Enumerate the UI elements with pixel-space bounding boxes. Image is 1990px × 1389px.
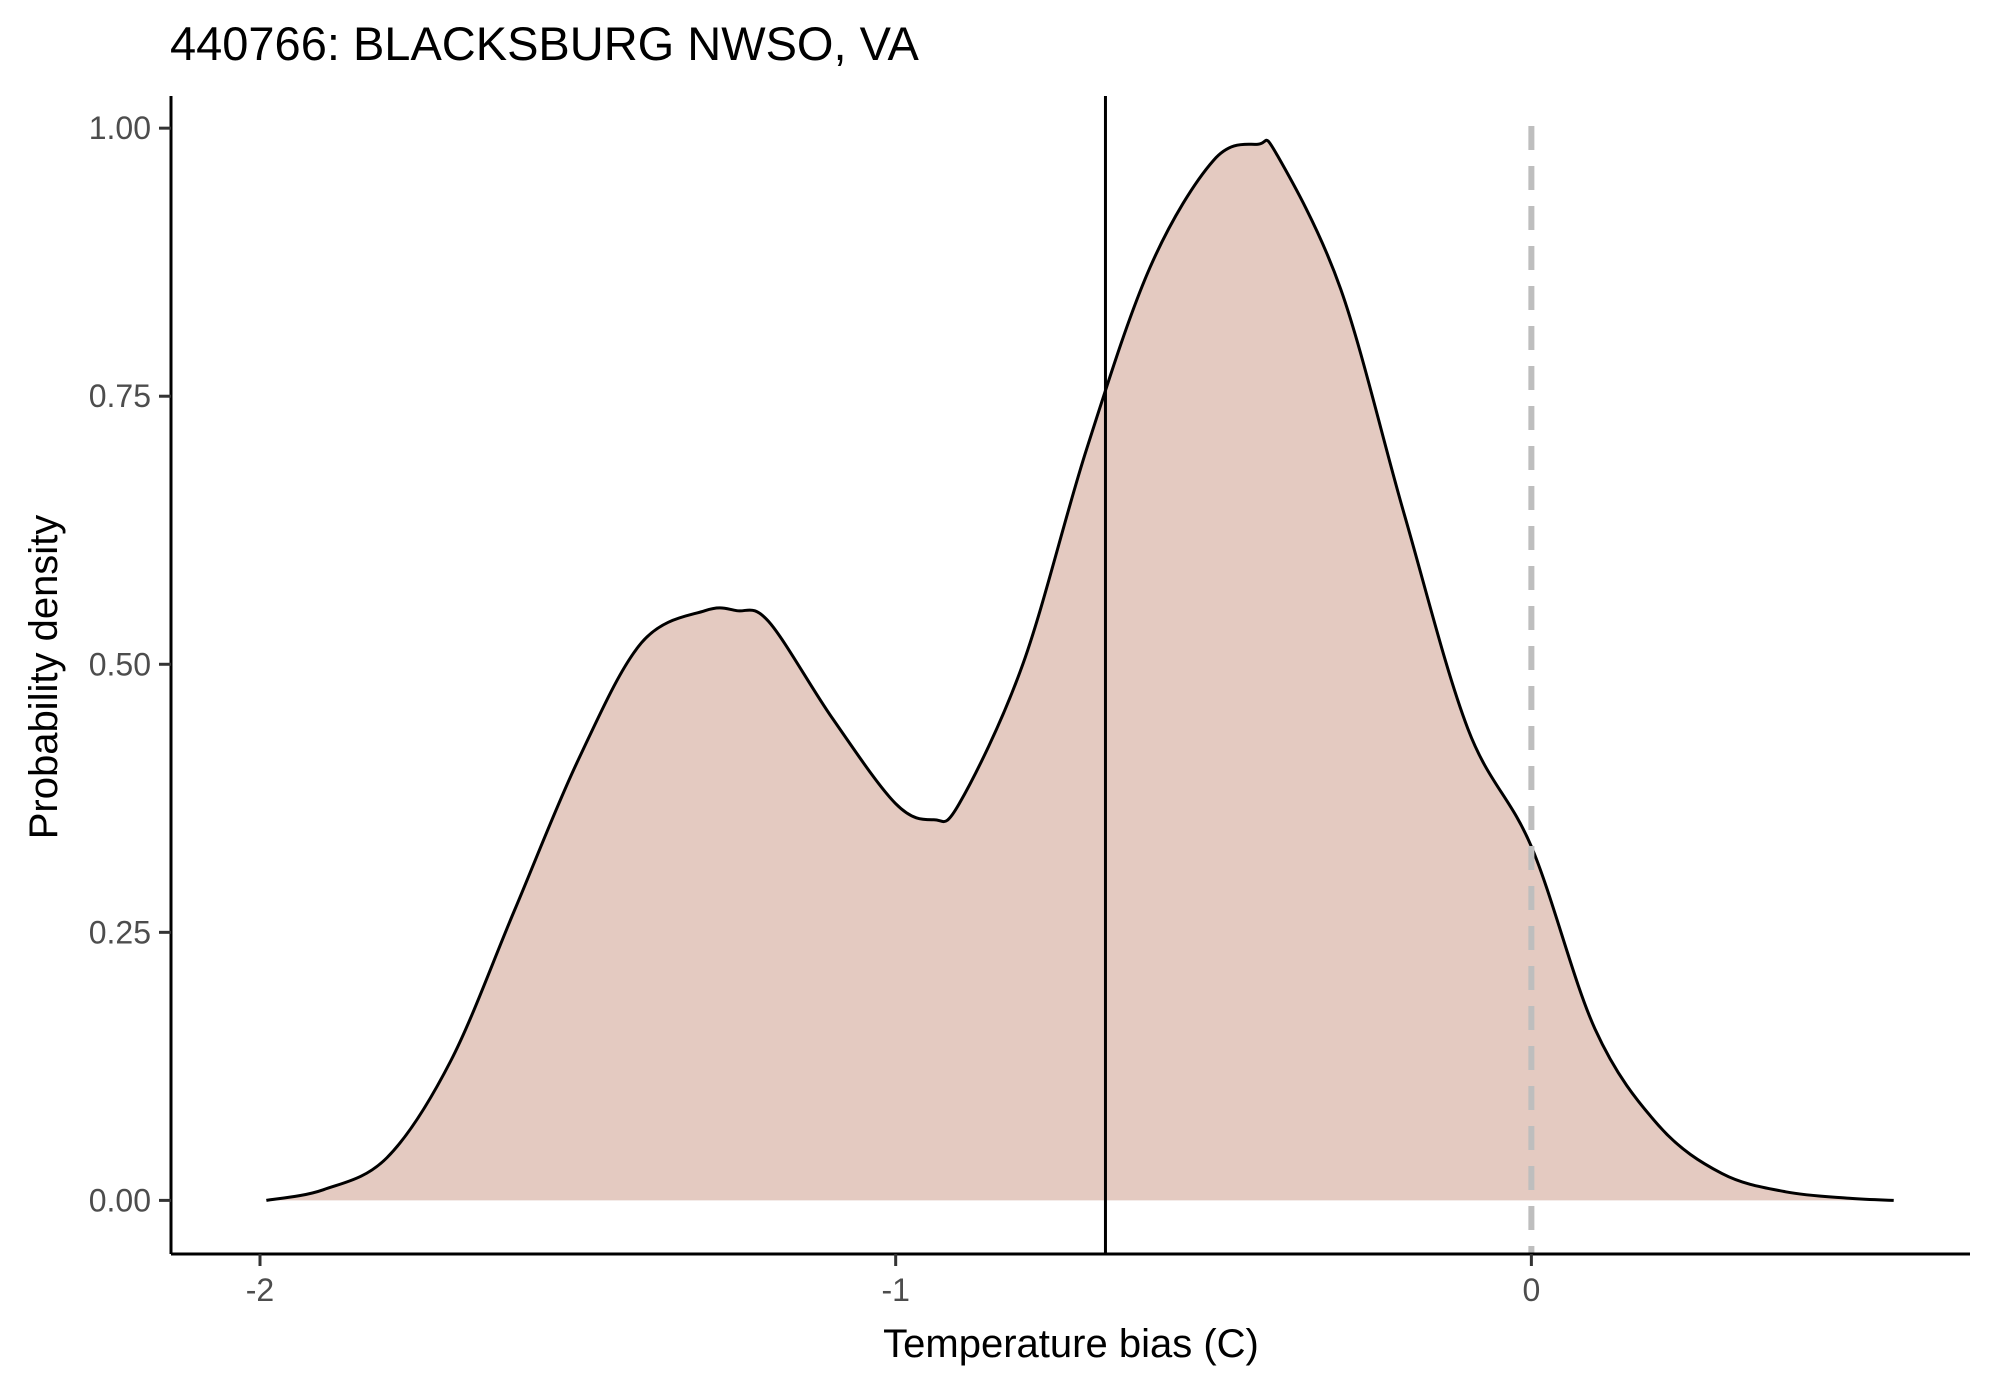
density-area	[266, 140, 1894, 1201]
chart-title: 440766: BLACKSBURG NWSO, VA	[170, 17, 919, 70]
x-axis-title: Temperature bias (C)	[883, 1322, 1259, 1366]
x-tick-label: 0	[1522, 1272, 1540, 1308]
plot-area	[266, 96, 1894, 1254]
y-axis-title: Probability density	[22, 515, 66, 840]
axes: 0.00 0.25 0.50 0.75 1.00 -2 -1 0	[89, 96, 1970, 1308]
density-curve	[266, 138, 1894, 1202]
y-tick-label: 0.25	[89, 914, 151, 950]
y-tick-label: 0.50	[89, 646, 151, 682]
y-tick-label: 0.00	[89, 1182, 151, 1218]
x-tick-label: -1	[881, 1272, 909, 1308]
y-tick-label: 1.00	[89, 110, 151, 146]
x-tick-label: -2	[246, 1272, 274, 1308]
y-tick-label: 0.75	[89, 378, 151, 414]
